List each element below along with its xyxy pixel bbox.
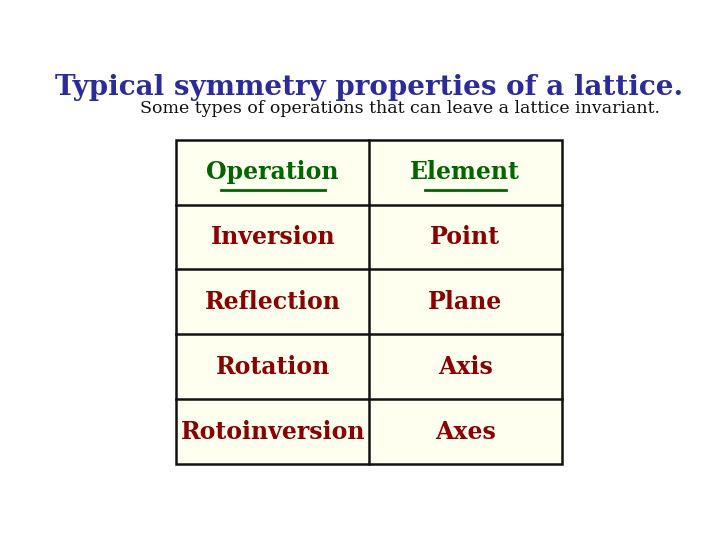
Text: Plane: Plane bbox=[428, 290, 503, 314]
Text: Element: Element bbox=[410, 160, 520, 184]
Text: Point: Point bbox=[431, 225, 500, 249]
Text: Axes: Axes bbox=[435, 420, 495, 443]
Bar bbox=[176, 334, 369, 399]
Text: Inversion: Inversion bbox=[210, 225, 335, 249]
Bar bbox=[176, 399, 369, 464]
Bar bbox=[369, 205, 562, 269]
Text: Operation: Operation bbox=[207, 160, 339, 184]
Bar bbox=[176, 140, 562, 464]
Text: Some types of operations that can leave a lattice invariant.: Some types of operations that can leave … bbox=[140, 100, 660, 117]
Text: Axis: Axis bbox=[438, 355, 492, 379]
Text: Typical symmetry properties of a lattice.: Typical symmetry properties of a lattice… bbox=[55, 74, 683, 101]
Text: Rotoinversion: Rotoinversion bbox=[181, 420, 365, 443]
Text: Rotation: Rotation bbox=[215, 355, 330, 379]
Bar bbox=[369, 269, 562, 334]
Bar bbox=[369, 399, 562, 464]
Bar bbox=[369, 334, 562, 399]
Bar bbox=[369, 140, 562, 205]
Bar bbox=[176, 205, 369, 269]
Bar bbox=[176, 269, 369, 334]
Bar bbox=[176, 140, 369, 205]
Text: Reflection: Reflection bbox=[204, 290, 341, 314]
